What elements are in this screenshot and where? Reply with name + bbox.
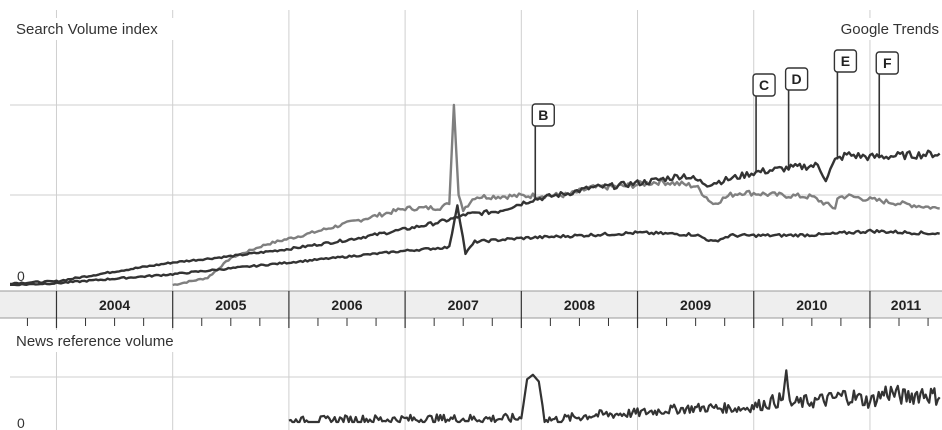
year-label: 2004: [99, 297, 130, 313]
annotation-flag-label-F: F: [883, 55, 892, 71]
news-series-lines: [288, 369, 941, 424]
year-label: 2009: [680, 297, 711, 313]
attribution-bg: [820, 18, 942, 40]
search-series-lines: [10, 103, 941, 287]
annotation-flag-C: [752, 73, 776, 97]
annotation-flags: B C D E F: [531, 49, 899, 200]
search-series-line-1: [172, 103, 940, 287]
year-label: 2010: [796, 297, 827, 313]
annotation-flag-F: [875, 51, 899, 75]
year-label: 2008: [564, 297, 595, 313]
annotation-flag-D: [784, 67, 809, 91]
bottom-panel-title-bg: [10, 330, 205, 352]
top-panel-title: Search Volume index: [16, 21, 158, 38]
annotation-flag-label-B: B: [538, 107, 548, 123]
year-label: 2007: [448, 297, 479, 313]
top-panel-title-bg: [10, 18, 185, 40]
search-series-line-2: [10, 149, 941, 286]
annotation-flag-E: [833, 49, 858, 73]
google-trends-attribution: Google Trends: [841, 21, 939, 38]
bottom-panel-title: News reference volume: [16, 333, 174, 350]
year-band: [0, 291, 942, 318]
year-label: 2006: [331, 297, 362, 313]
annotation-flag-label-D: D: [792, 71, 802, 87]
top-zero-label: 0: [17, 268, 25, 284]
year-label: 2011: [891, 297, 922, 313]
bottom-zero-label: 0: [17, 415, 25, 430]
year-band-ticks: [0, 290, 942, 328]
news-series-line-1: [288, 369, 941, 424]
top-panel-grid: [10, 10, 942, 291]
search-series-line-3: [10, 204, 940, 287]
annotation-flag-label-E: E: [841, 53, 850, 69]
year-labels: 2004 2005 2006 2007 2008 2009 2010 2011: [99, 297, 921, 313]
annotation-flag-B: [531, 103, 555, 127]
year-label: 2005: [215, 297, 246, 313]
annotation-flag-label-C: C: [759, 77, 769, 93]
